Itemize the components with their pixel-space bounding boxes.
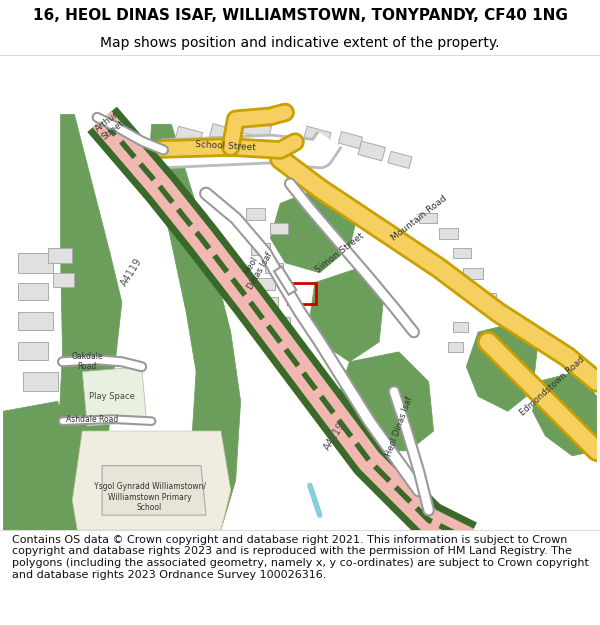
Polygon shape (340, 352, 434, 451)
Bar (18, 282, 47, 301)
Text: 16, HEOL DINAS ISAF, WILLIAMSTOWN, TONYPANDY, CF40 1NG: 16, HEOL DINAS ISAF, WILLIAMSTOWN, TONYP… (32, 8, 568, 23)
Bar (419, 213, 437, 223)
Bar (265, 262, 283, 272)
Bar (463, 268, 483, 279)
Bar (239, 119, 272, 140)
Text: Mountain Road: Mountain Road (389, 194, 448, 242)
Bar (310, 401, 329, 412)
Polygon shape (149, 124, 241, 530)
Bar (358, 141, 385, 161)
Polygon shape (271, 184, 359, 272)
Bar (175, 147, 197, 163)
Text: Ashdale Road: Ashdale Road (66, 414, 118, 424)
Polygon shape (58, 114, 122, 530)
Bar (53, 272, 74, 286)
Polygon shape (3, 401, 82, 530)
Bar (271, 223, 288, 234)
Polygon shape (82, 367, 146, 426)
Bar (304, 126, 331, 146)
Text: Contains OS data © Crown copyright and database right 2021. This information is : Contains OS data © Crown copyright and d… (12, 535, 589, 579)
Bar (275, 342, 297, 354)
Bar (260, 298, 278, 308)
Bar (245, 208, 265, 220)
Bar (47, 248, 73, 262)
Bar (285, 362, 305, 372)
Polygon shape (533, 372, 597, 456)
Bar (271, 318, 290, 329)
Bar (388, 151, 412, 169)
Bar (18, 342, 47, 360)
Polygon shape (73, 431, 231, 530)
Text: Map shows position and indicative extent of the property.: Map shows position and indicative extent… (100, 36, 500, 50)
Bar (23, 372, 58, 391)
Text: A4119: A4119 (119, 257, 144, 289)
Polygon shape (310, 268, 384, 362)
Text: Heol
Dinas Isaf: Heol Dinas Isaf (237, 245, 274, 291)
Text: Ysgol Gynradd Williamstown/
Williamstown Primary
School: Ysgol Gynradd Williamstown/ Williamstown… (94, 482, 206, 512)
Bar (478, 292, 496, 302)
Bar (175, 126, 203, 147)
Polygon shape (466, 322, 538, 411)
Bar (256, 278, 275, 289)
Bar (18, 253, 53, 272)
Bar (300, 381, 322, 394)
Bar (454, 322, 468, 332)
Text: Oakdale
Road: Oakdale Road (71, 352, 103, 371)
Text: School Street: School Street (195, 140, 256, 152)
Bar (209, 124, 234, 142)
Text: Arthur
Street: Arthur Street (94, 111, 127, 142)
Text: Edmondstown Road: Edmondstown Road (518, 355, 586, 418)
Bar (338, 131, 362, 149)
Text: Heol Dinas Isaf: Heol Dinas Isaf (384, 395, 414, 458)
Bar (448, 342, 463, 352)
Polygon shape (102, 466, 206, 515)
Text: Simon Street: Simon Street (314, 231, 365, 274)
Text: A4119: A4119 (322, 420, 347, 452)
Text: Play Space: Play Space (89, 392, 135, 401)
Bar (18, 312, 53, 330)
Bar (454, 248, 471, 258)
Bar (288, 282, 316, 304)
Bar (439, 228, 458, 239)
Bar (251, 243, 271, 255)
